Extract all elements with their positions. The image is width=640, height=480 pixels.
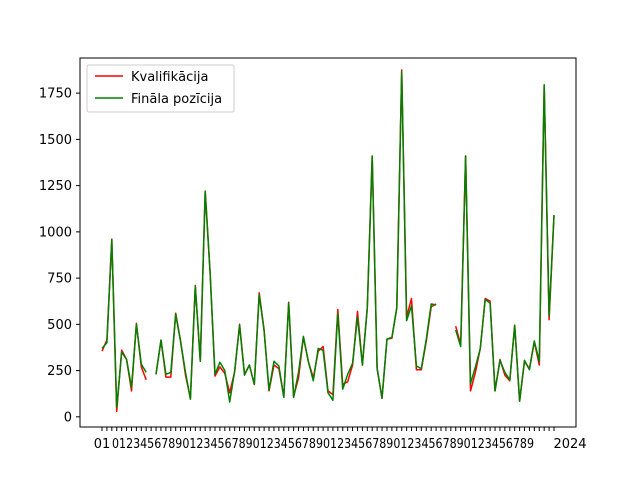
x-tick-labels-overlapping: 0123456789012345678901234567890123456789… [112, 437, 534, 452]
series-lines [101, 69, 555, 413]
legend: Kvalifikācija Fināla pozīcija [86, 64, 235, 113]
legend-label-finala-pozicija: Fināla pozīcija [131, 92, 222, 107]
series-line-finala-pozicija-segment-2 [454, 84, 555, 402]
legend-box [86, 64, 235, 113]
y-tick-label: 500 [47, 318, 72, 333]
y-tick-label: 0 [64, 410, 72, 425]
y-axis: 0 250 500 750 1000 1250 1500 1750 [39, 87, 80, 425]
x-tick-label-last: 2024 [553, 437, 586, 452]
y-tick-label: 250 [47, 364, 72, 379]
x-axis: 0123456789012345678901234567890123456789… [94, 427, 587, 452]
x-tick-label-first: 01 [94, 437, 111, 452]
y-tick-label: 1750 [39, 87, 72, 102]
series-line-finala-pozicija-segment-1 [155, 71, 437, 403]
y-tick-label: 1500 [39, 133, 72, 148]
legend-label-kvalifikacija: Kvalifikācija [131, 70, 208, 85]
y-tick-label: 750 [47, 272, 72, 287]
y-tick-label: 1250 [39, 179, 72, 194]
plot-frame [79, 57, 577, 428]
y-tick-label: 1000 [39, 225, 72, 240]
series-line-finala-pozicija-segment-0 [101, 238, 147, 409]
